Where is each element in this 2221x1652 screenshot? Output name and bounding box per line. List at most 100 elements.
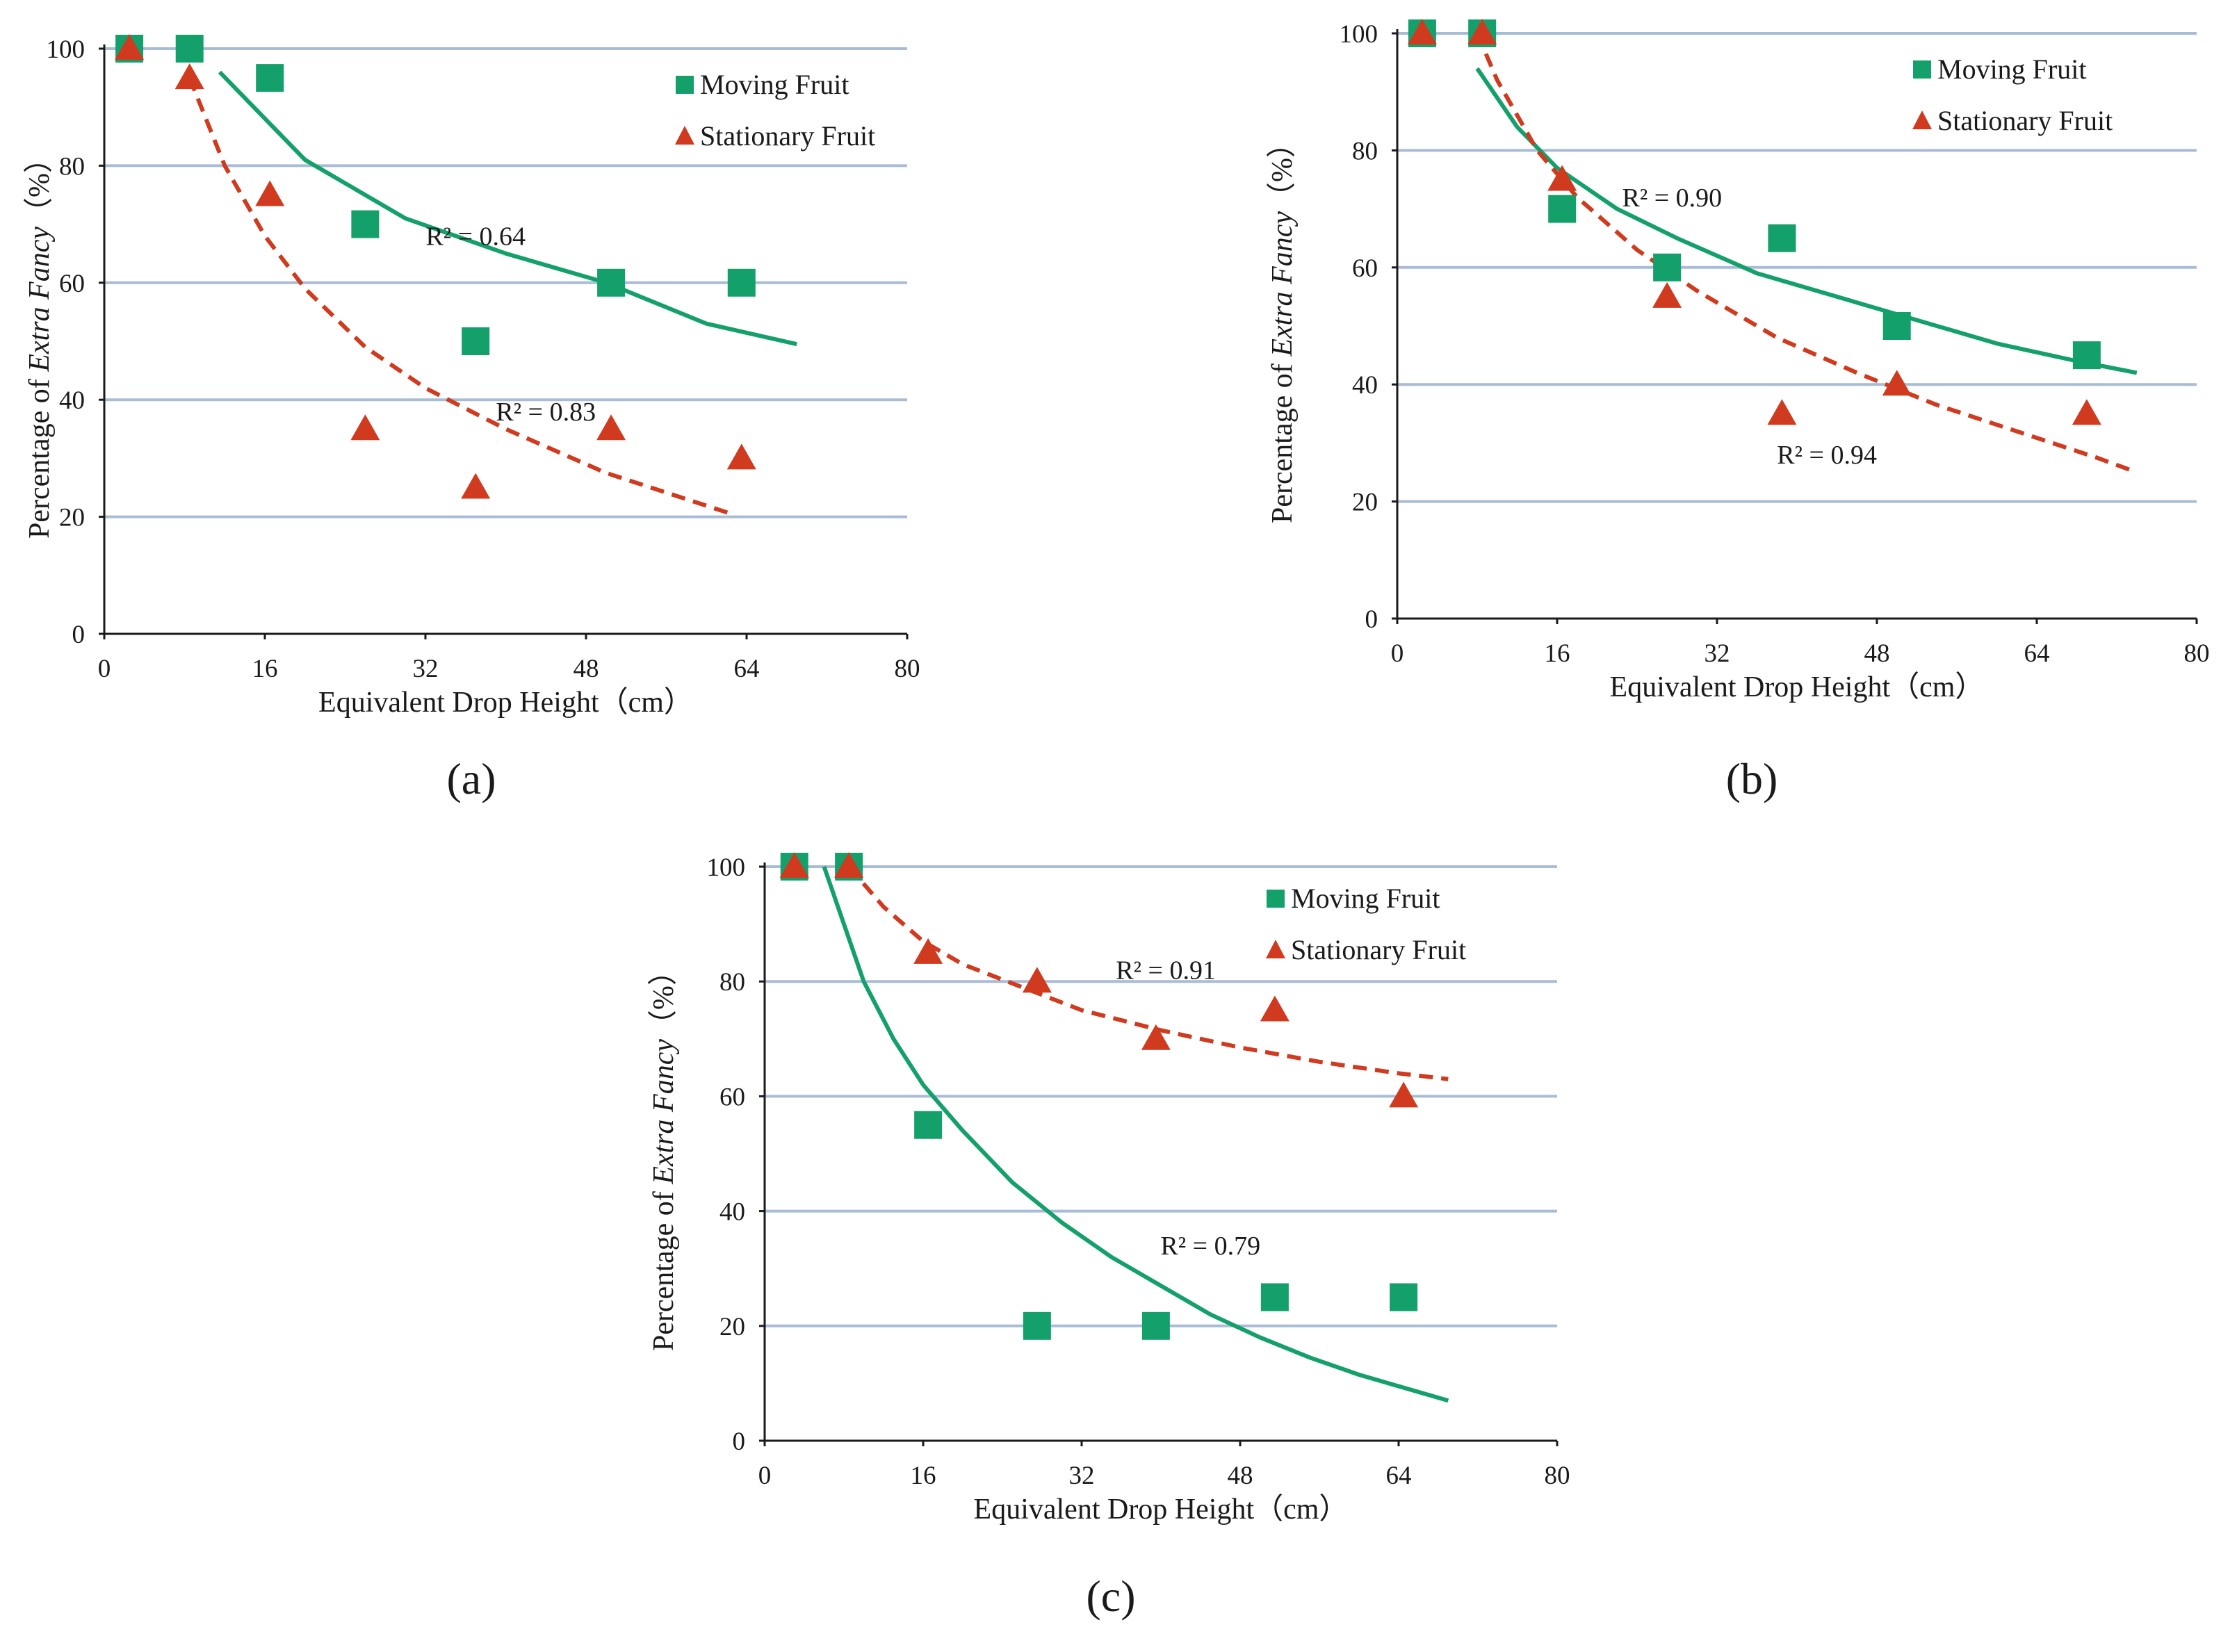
legend-marker-square	[1913, 60, 1931, 79]
x-tick-label: 80	[895, 655, 920, 683]
y-axis-title-prefix: Percentage of	[24, 372, 56, 539]
legend-marker-triangle	[675, 126, 694, 145]
y-axis-title-italic: Extra Fancy	[648, 1039, 680, 1185]
data-point-triangle	[255, 180, 285, 206]
r-squared-label: R² = 0.90	[1622, 183, 1722, 213]
legend-marker-square	[676, 76, 694, 94]
y-tick-label: 20	[719, 1313, 745, 1341]
legend-label: Moving Fruit	[1291, 883, 1440, 914]
legend-marker-triangle	[1912, 111, 1932, 129]
x-tick-label: 0	[98, 655, 111, 683]
legend-label: Stationary Fruit	[1937, 105, 2113, 136]
x-tick-label: 64	[1386, 1462, 1412, 1490]
panel-label: (c)	[1086, 1571, 1135, 1621]
y-tick-label: 20	[59, 504, 85, 532]
y-axis-title: Percentage of Extra Fancy（%）	[1267, 129, 1299, 523]
data-point-square	[1768, 224, 1796, 252]
y-tick-label: 100	[1340, 20, 1378, 49]
legend-label: Moving Fruit	[1937, 54, 2086, 85]
trend-line-square	[1475, 67, 2138, 375]
x-axis-title: Equivalent Drop Height（cm）	[318, 687, 693, 719]
data-point-square	[1653, 253, 1682, 281]
data-point-triangle	[2072, 399, 2101, 425]
r-squared-label: R² = 0.91	[1116, 956, 1216, 986]
legend-label: Stationary Fruit	[1291, 934, 1466, 965]
data-point-triangle	[1260, 995, 1290, 1022]
x-tick-label: 64	[2024, 639, 2050, 668]
y-axis-title: Percentage of Extra Fancy（%）	[648, 956, 680, 1351]
data-point-triangle	[779, 852, 809, 878]
x-tick-label: 16	[252, 655, 278, 683]
y-tick-label: 0	[72, 621, 86, 649]
y-tick-label: 60	[59, 270, 85, 298]
data-point-square	[597, 268, 626, 297]
data-point-square	[1882, 312, 1911, 340]
data-point-square	[1141, 1311, 1170, 1340]
data-point-square	[256, 64, 284, 92]
trend-line-square	[218, 70, 797, 347]
data-point-triangle	[1767, 399, 1797, 425]
x-tick-label: 64	[734, 655, 760, 683]
x-tick-label: 80	[1545, 1462, 1570, 1490]
x-tick-label: 0	[758, 1462, 772, 1490]
y-tick-label: 100	[707, 853, 746, 882]
r-squared-label: R² = 0.83	[496, 398, 596, 427]
legend-marker-square	[1267, 890, 1285, 908]
data-point-square	[727, 268, 756, 297]
legend-marker-triangle	[1266, 940, 1285, 958]
legend-label: Moving Fruit	[700, 69, 849, 100]
r-squared-label: R² = 0.64	[425, 222, 526, 251]
x-tick-label: 32	[1069, 1462, 1095, 1490]
x-tick-label: 32	[413, 655, 439, 683]
data-point-triangle	[1389, 1081, 1419, 1108]
data-point-square	[914, 1111, 943, 1139]
trend-line-triangle	[1475, 32, 2138, 475]
y-axis-title-italic: Extra Fancy	[1267, 211, 1299, 357]
data-point-triangle	[1652, 281, 1682, 308]
panel-label: (b)	[1726, 754, 1778, 803]
data-point-triangle	[1022, 967, 1052, 993]
x-tick-label: 32	[1705, 639, 1730, 668]
data-point-triangle	[350, 414, 380, 441]
chart-panel-3: 0 20 40 60 80 100 0 16 32 48 64 80 Equivalent Drop H…	[648, 852, 1570, 1621]
data-point-triangle	[1141, 1024, 1171, 1050]
y-axis-title-prefix: Percentage of	[648, 1184, 680, 1351]
data-point-square	[175, 35, 204, 63]
y-tick-label: 100	[47, 35, 86, 64]
data-point-triangle	[1547, 165, 1577, 191]
x-tick-label: 0	[1391, 639, 1404, 668]
y-tick-label: 60	[719, 1083, 745, 1111]
data-point-triangle	[913, 938, 943, 964]
data-point-triangle	[1407, 19, 1437, 44]
x-tick-label: 48	[573, 655, 599, 683]
data-point-triangle	[1467, 19, 1497, 44]
data-point-square	[351, 210, 380, 238]
trend-line-triangle	[847, 865, 1449, 1081]
x-tick-label: 16	[1545, 639, 1570, 668]
trend-line-triangle	[187, 76, 733, 516]
data-point-triangle	[834, 852, 864, 878]
data-point-square	[1260, 1283, 1289, 1311]
data-point-triangle	[115, 34, 145, 60]
y-tick-label: 0	[733, 1428, 746, 1456]
x-tick-label: 80	[2184, 639, 2210, 668]
data-point-triangle	[174, 63, 204, 90]
data-point-square	[462, 327, 490, 355]
y-tick-label: 40	[59, 386, 85, 415]
panel-label: (a)	[446, 754, 496, 803]
data-point-triangle	[596, 414, 626, 441]
y-tick-label: 60	[1352, 254, 1378, 283]
y-tick-label: 80	[59, 152, 85, 181]
y-tick-label: 40	[719, 1198, 745, 1227]
y-axis-title-suffix: （%）	[1267, 129, 1299, 211]
y-axis-title-italic: Extra Fancy	[24, 227, 56, 373]
y-axis-title-prefix: Percentage of	[1267, 357, 1299, 523]
legend-label: Stationary Fruit	[700, 120, 875, 152]
x-tick-label: 48	[1864, 639, 1890, 668]
chart-panel-2: 0 20 40 60 80 100 0 16 32 48 64 80 Equivalent Drop H…	[1267, 19, 2210, 803]
data-point-triangle	[461, 473, 491, 499]
x-axis-title: Equivalent Drop Height（cm）	[1610, 671, 1985, 703]
data-point-square	[1548, 195, 1577, 223]
x-axis-title: Equivalent Drop Height（cm）	[974, 1494, 1349, 1526]
